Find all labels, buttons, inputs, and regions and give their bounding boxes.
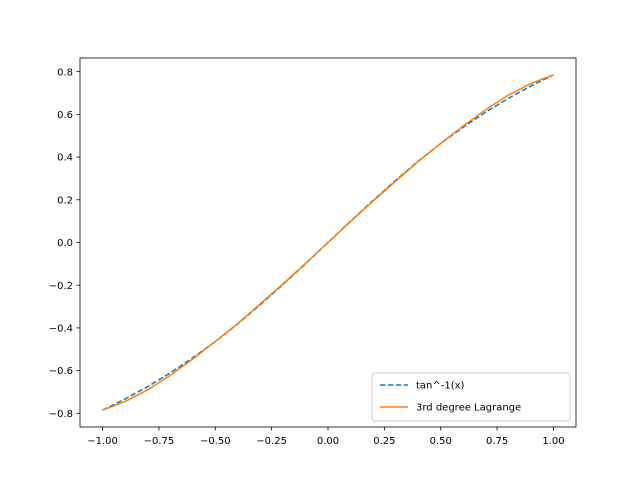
x-tick-label: 0.25 — [373, 436, 395, 447]
x-tick-label: −0.25 — [256, 436, 287, 447]
x-tick-label: 0.75 — [486, 436, 508, 447]
y-tick-label: −0.2 — [49, 281, 73, 292]
y-tick-label: −0.8 — [49, 409, 73, 420]
x-tick-label: −0.50 — [200, 436, 231, 447]
legend-label-1: tan^-1(x) — [416, 381, 465, 392]
legend-box — [371, 372, 571, 422]
series-line-1 — [102, 74, 554, 411]
y-tick-label: 0.6 — [57, 110, 73, 121]
y-tick-label: 0.8 — [57, 67, 73, 78]
legend-label-2: 3rd degree Lagrange — [416, 403, 521, 414]
series-line-2 — [102, 74, 554, 411]
x-tick-label: 0.00 — [317, 436, 339, 447]
axes: −1.00 −0.75 −0.50 −0.25 0.00 0.25 0.50 0.75 1.00… — [49, 57, 577, 447]
x-tick-label: −0.75 — [144, 436, 175, 447]
y-tick-label: 0.0 — [57, 238, 73, 249]
y-tick-label: −0.4 — [49, 324, 73, 335]
legend: tan^-1(x) 3rd degree Lagrange — [371, 372, 571, 422]
plot-area — [102, 74, 554, 411]
y-tick-label: 0.2 — [57, 195, 73, 206]
x-tick-label: 1.00 — [542, 436, 564, 447]
y-tick-label: 0.4 — [57, 153, 73, 164]
y-tick-label: −0.6 — [49, 366, 73, 377]
x-tick-label: −1.00 — [87, 436, 118, 447]
x-tick-label: 0.50 — [430, 436, 452, 447]
